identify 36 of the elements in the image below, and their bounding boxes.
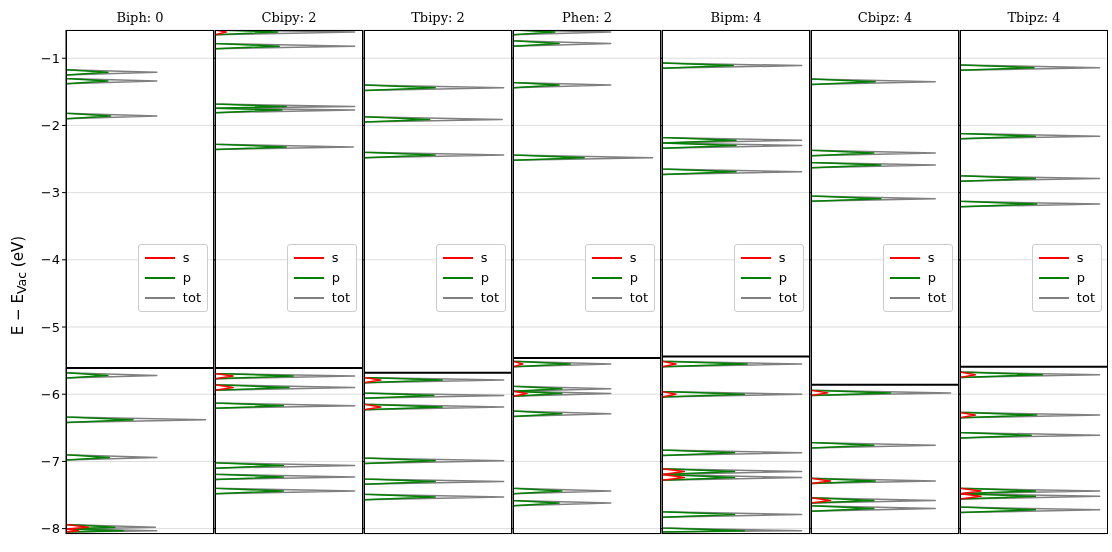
legend-label: tot (927, 290, 946, 306)
legend-label: tot (331, 290, 350, 306)
legend-label: s (927, 250, 935, 266)
legend-label: s (629, 250, 637, 266)
chart-title: Tbipy: 2 (410, 9, 466, 27)
chart-title: Biph: 0 (115, 9, 165, 27)
y-tick-label: −2 (40, 118, 60, 134)
legend-label: tot (480, 290, 499, 306)
legend-label: s (480, 250, 488, 266)
chart-title: Cbipy: 2 (260, 9, 318, 27)
y-tick-label: −4 (40, 252, 60, 268)
y-tick-label: −3 (40, 185, 60, 201)
chart-title: Cbipz: 4 (856, 9, 914, 27)
legend-label: p (182, 270, 192, 286)
legend-label: tot (629, 290, 648, 306)
legend-label: p (331, 270, 341, 286)
legend-label: p (480, 270, 490, 286)
chart-title: Phen: 2 (561, 9, 613, 27)
legend-label: s (778, 250, 786, 266)
legend-label: tot (778, 290, 797, 306)
legend-label: s (1076, 250, 1084, 266)
y-tick-label: −8 (40, 521, 60, 537)
legend-label: p (1076, 270, 1086, 286)
chart-title: Bipm: 4 (709, 9, 763, 27)
legend-label: s (331, 250, 339, 266)
y-tick-label: −1 (40, 50, 60, 66)
legend-label: p (778, 270, 788, 286)
legend-label: tot (1076, 290, 1095, 306)
y-tick-label: −5 (40, 319, 60, 335)
legend-label: s (182, 250, 190, 266)
legend-label: p (629, 270, 639, 286)
y-tick-label: −6 (40, 386, 60, 402)
chart-title: Tbipz: 4 (1006, 9, 1062, 27)
y-tick-label: −7 (40, 454, 60, 470)
legend-label: p (927, 270, 937, 286)
legend-label: tot (182, 290, 201, 306)
